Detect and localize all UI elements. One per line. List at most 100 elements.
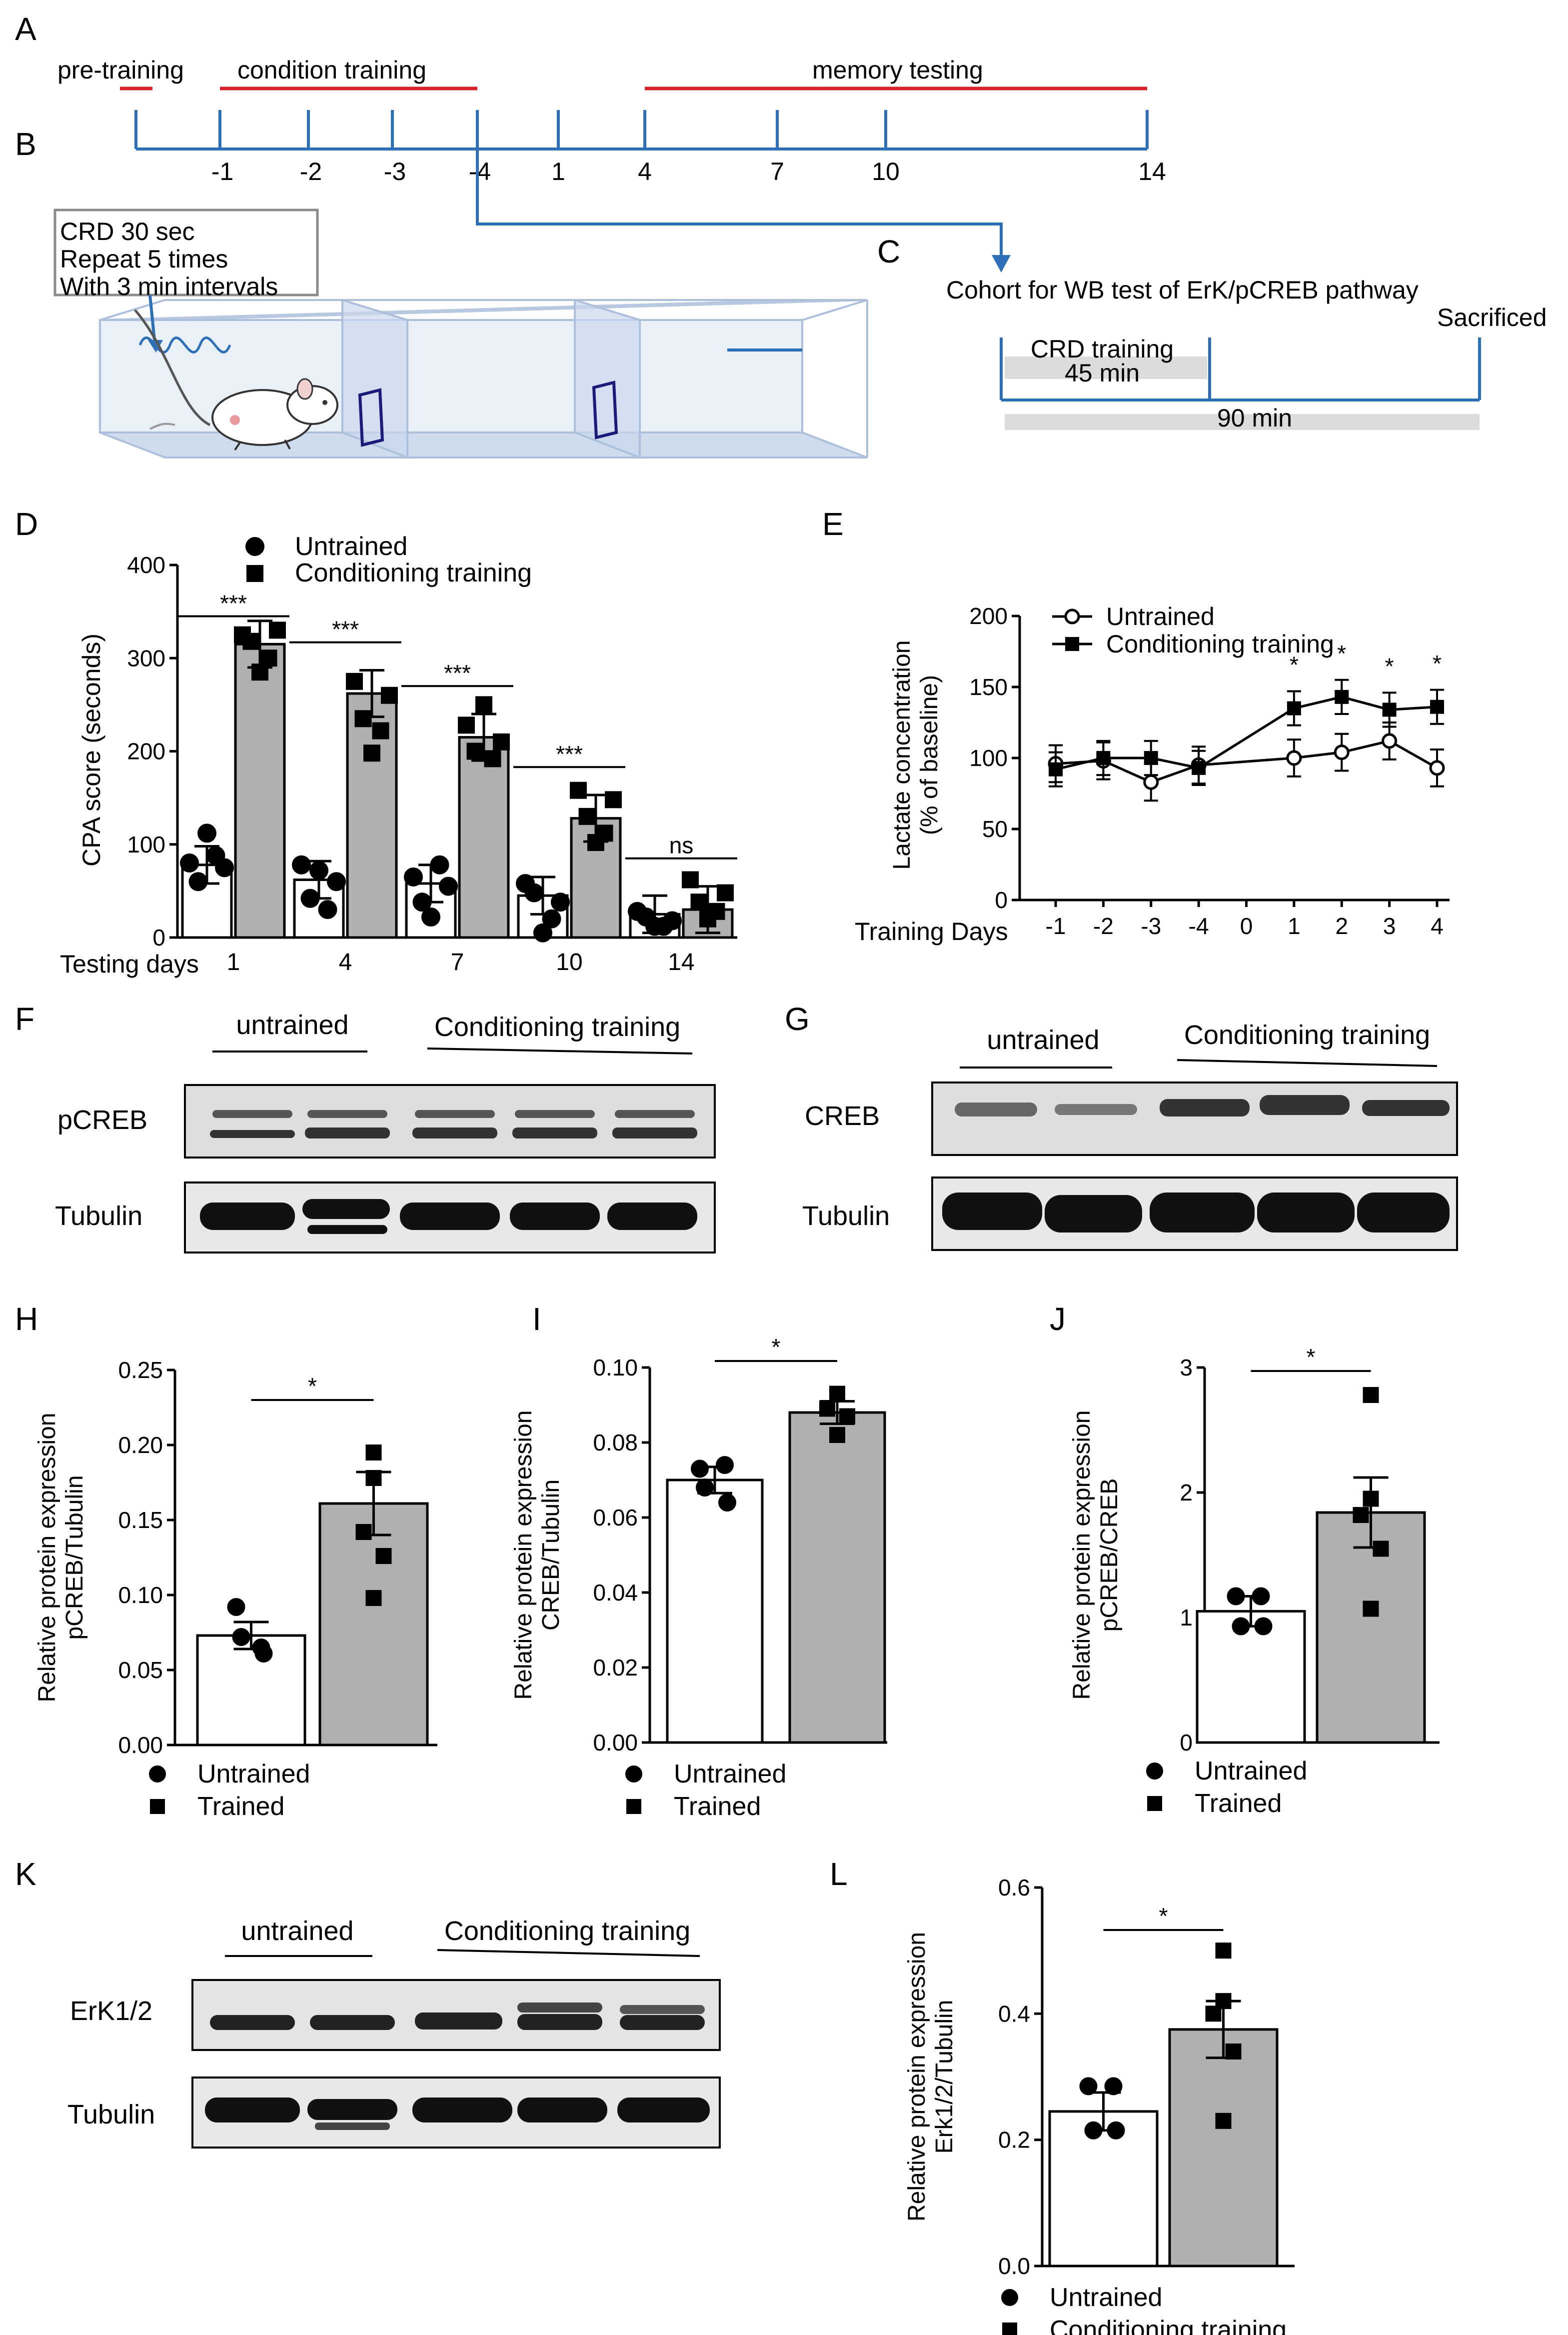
- blot-membrane-creb: [931, 1082, 1458, 1156]
- data-point: [819, 1400, 835, 1417]
- y-tick-label: 0.10: [118, 1582, 163, 1608]
- data-point: [1335, 690, 1349, 704]
- data-point: [1254, 1617, 1273, 1636]
- data-point: [363, 744, 380, 762]
- y-tick-label: 100: [127, 832, 165, 858]
- y-tick-label: 400: [127, 552, 165, 578]
- phase-condition-training: condition training: [237, 56, 426, 84]
- crd-90min-label: 90 min: [1217, 404, 1292, 432]
- data-point: [309, 860, 328, 880]
- chamber-divider: [341, 298, 408, 459]
- data-point: [1225, 2044, 1242, 2060]
- data-point: [1049, 762, 1063, 776]
- significance-label: *: [772, 1334, 781, 1360]
- x-tick-label: 2: [1335, 913, 1348, 939]
- bar-untrained: [196, 1634, 306, 1746]
- y-tick-label: 1: [1180, 1604, 1193, 1630]
- data-point: [1373, 1540, 1389, 1557]
- timeline-ticks: [218, 110, 1149, 149]
- blot-group-trained: Conditioning training: [434, 1012, 680, 1042]
- blot-membrane-pcreb: [184, 1084, 716, 1158]
- data-point: [430, 855, 449, 874]
- chamber-divider: [574, 298, 641, 459]
- chart-i: 0.00 0.02 0.04 0.06 0.08 0.10 Relative protein…: [510, 1334, 887, 1821]
- data-point: [542, 909, 561, 928]
- y-tick-label: 0.02: [593, 1654, 638, 1680]
- bar-trained: [1316, 1511, 1426, 1744]
- data-point: [1353, 1507, 1369, 1523]
- legend-label: Untrained: [674, 1760, 786, 1788]
- data-point: [1107, 2121, 1125, 2140]
- data-point: [625, 1766, 642, 1782]
- day-label: 7: [770, 158, 784, 186]
- day-label: -3: [384, 158, 406, 186]
- data-point: [1382, 733, 1398, 749]
- y-tick-label: 0.20: [118, 1432, 163, 1458]
- y-tick-label: 0.2: [998, 2127, 1030, 2153]
- data-point: [327, 872, 346, 892]
- significance-label: ***: [556, 741, 583, 767]
- legend-label: Conditioning training: [295, 558, 532, 588]
- data-point: [1205, 2006, 1222, 2022]
- data-point: [475, 696, 492, 714]
- data-point: [150, 1799, 165, 1814]
- rat-icon: [149, 378, 338, 451]
- crd-45min-label: 45 min: [1065, 359, 1140, 387]
- data-point: [188, 872, 208, 892]
- data-point: [690, 894, 708, 911]
- data-point: [300, 888, 320, 908]
- cohort-panel: Cohort for WB test of ErK/pCREB pathway …: [946, 276, 1547, 432]
- y-tick-label: 50: [982, 816, 1008, 842]
- data-point: [346, 672, 363, 690]
- day-label: -2: [300, 158, 322, 186]
- panel-label-d: D: [15, 506, 38, 542]
- data-point: [1382, 702, 1397, 717]
- data-point: [1084, 2121, 1103, 2140]
- data-point: [354, 710, 372, 728]
- y-tick-label: 0.00: [118, 1732, 163, 1758]
- data-point: [149, 1766, 166, 1782]
- door-icon: [592, 380, 618, 440]
- protocol-line: CRD 30 sec: [60, 218, 195, 246]
- data-point: [412, 892, 432, 912]
- bar-trained: [458, 736, 510, 939]
- data-point: [578, 808, 596, 825]
- blot-bands: [205, 2098, 710, 2130]
- significance-label: *: [1433, 650, 1442, 676]
- data-point: [829, 1427, 845, 1443]
- chamber-top: [99, 299, 868, 321]
- panel-label-c: C: [877, 234, 900, 270]
- data-point: [839, 1408, 855, 1424]
- blot-group-untrained: untrained: [987, 1025, 1099, 1055]
- data-point: [1363, 1490, 1379, 1507]
- y-tick-label: 100: [969, 745, 1008, 771]
- blot-group-untrained: untrained: [236, 1010, 348, 1040]
- bar-untrained: [666, 1478, 764, 1744]
- day-label: 14: [1138, 158, 1166, 186]
- y-tick-label: 0.06: [593, 1504, 638, 1530]
- y-tick-label: 0.04: [593, 1580, 638, 1606]
- panel-label-b: B: [15, 126, 36, 162]
- blot-row-label: Tubulin: [55, 1201, 142, 1231]
- data-point: [365, 1590, 382, 1606]
- legend-label: Trained: [1195, 1789, 1282, 1818]
- panel-label-l: L: [830, 1856, 848, 1892]
- data-point: [551, 892, 570, 912]
- y-tick-label: 0: [1180, 1730, 1193, 1756]
- panel-label-f: F: [15, 1001, 34, 1037]
- data-point: [1147, 1796, 1162, 1811]
- data-point: [533, 923, 552, 942]
- x-tick-label: 7: [451, 949, 464, 976]
- day-label: 10: [872, 158, 900, 186]
- blot-f: untrained Conditioning training pCREB Tu…: [55, 1010, 716, 1254]
- legend-label: Untrained: [295, 532, 407, 561]
- data-point: [292, 855, 311, 874]
- day-label: 1: [551, 158, 565, 186]
- chart-l: 0.0 0.2 0.4 0.6 Relative protein expressionE…: [904, 1874, 1295, 2335]
- data-point: [365, 1444, 382, 1460]
- blot-g: untrained Conditioning training CREB Tub…: [802, 1020, 1458, 1251]
- timeline: pre-training condition training memory t…: [57, 56, 1166, 272]
- blot-row-label: ErK1/2: [70, 1996, 152, 2026]
- significance-label: ***: [220, 590, 247, 616]
- x-tick-label: 4: [339, 949, 352, 976]
